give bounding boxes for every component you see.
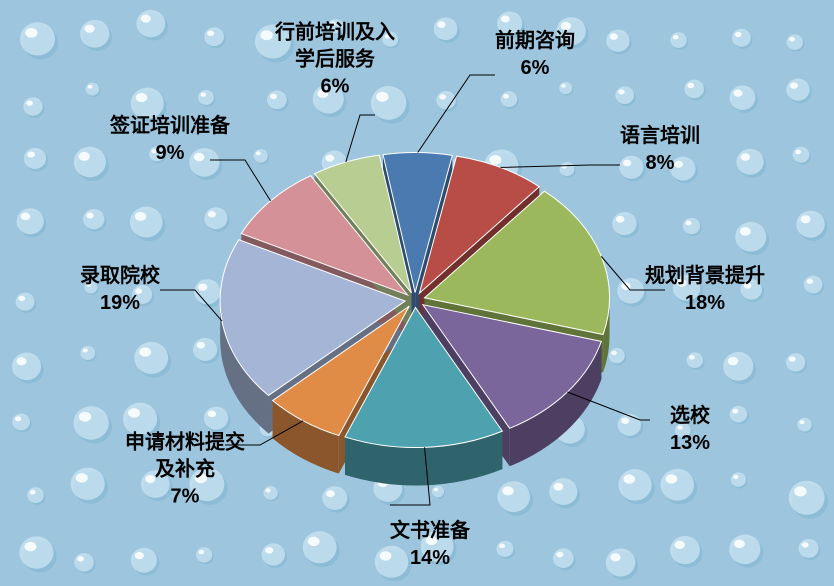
leader-line bbox=[160, 290, 222, 321]
pie-chart-svg bbox=[0, 0, 834, 586]
leader-line bbox=[418, 75, 495, 153]
leader-line bbox=[500, 165, 620, 167]
leader-line bbox=[346, 115, 375, 162]
chart-stage: 前期咨询 6%语言培训 8%规划背景提升 18%选校 13%文书准备 14%申请… bbox=[0, 0, 834, 586]
leader-line bbox=[210, 160, 271, 201]
leader-line bbox=[601, 256, 665, 290]
